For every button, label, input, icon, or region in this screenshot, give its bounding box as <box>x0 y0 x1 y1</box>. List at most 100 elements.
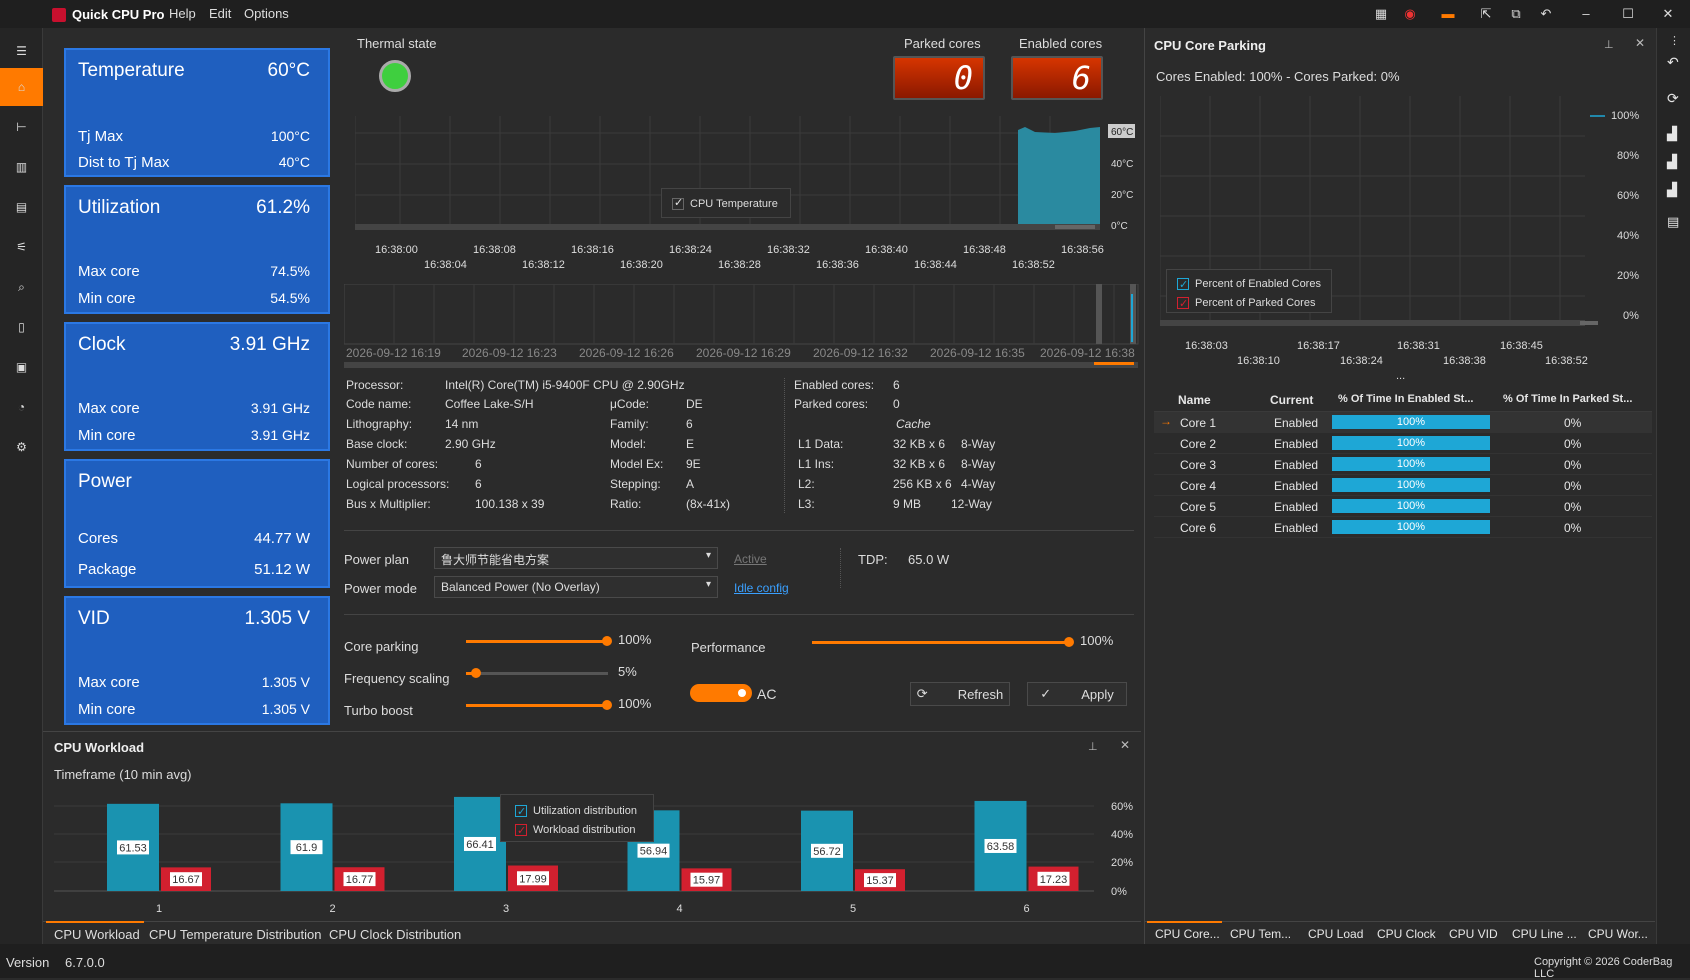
close-icon[interactable]: ✕ <box>1662 6 1674 21</box>
workload-legend[interactable]: Utilization distribution Workload distri… <box>500 794 654 842</box>
layers-icon[interactable]: ▤ <box>15 200 28 214</box>
tab-cpu-workload[interactable]: CPU Workload <box>46 921 144 942</box>
theme-icon[interactable]: ▬ <box>1441 6 1455 21</box>
signal-icon[interactable]: ▟ <box>1667 126 1677 141</box>
hamburger-icon[interactable]: ☰ <box>16 44 27 58</box>
tab-cpu-temp-dist[interactable]: CPU Temperature Distribution <box>149 927 322 942</box>
scroll-thumb[interactable] <box>1580 321 1598 325</box>
parking-legend[interactable]: Percent of Enabled Cores Percent of Park… <box>1166 269 1332 313</box>
undo-icon[interactable]: ↶ <box>1667 54 1679 70</box>
chip-icon[interactable]: ▣ <box>15 360 28 374</box>
legend-checkbox[interactable] <box>1177 276 1189 294</box>
power-mode-select[interactable]: Balanced Power (No Overlay) ▾ <box>434 576 718 598</box>
card-row-value: 3.91 GHz <box>250 400 310 416</box>
signal-icon[interactable]: ▟ <box>1667 182 1677 197</box>
performance-slider[interactable] <box>812 637 1074 647</box>
col-name-header[interactable]: Name <box>1178 393 1211 407</box>
bar-chart-icon[interactable]: ▥ <box>15 160 28 174</box>
export-icon[interactable]: ⇱ <box>1480 6 1492 21</box>
turbo-boost-label: Turbo boost <box>344 703 413 718</box>
slider-thumb[interactable] <box>471 668 481 678</box>
range-handle-left[interactable] <box>1096 284 1102 344</box>
tab-cpu-clock[interactable]: CPU Clock <box>1377 927 1436 941</box>
slider-thumb[interactable] <box>1064 637 1074 647</box>
table-row[interactable]: Core 6 Enabled 100% 0% <box>1154 517 1652 538</box>
legend-checkbox[interactable] <box>672 196 684 210</box>
gauge-icon[interactable]: ◔ <box>17 400 26 414</box>
table-row[interactable]: Core 4 Enabled 100% 0% <box>1154 475 1652 496</box>
tab-cpu-load[interactable]: CPU Load <box>1308 927 1364 941</box>
timeline-label: 2026-09-12 16:35 <box>930 346 1025 360</box>
tab-cpu-workload[interactable]: CPU Wor... <box>1588 927 1648 941</box>
menu-edit[interactable]: Edit <box>209 6 232 21</box>
chart-scrollbar[interactable] <box>355 224 1100 230</box>
info-label: Model: <box>610 437 647 451</box>
more-icon[interactable]: ⋮ <box>1669 35 1680 47</box>
y-tick: 40°C <box>1111 159 1133 170</box>
core-parking-slider[interactable] <box>466 636 612 646</box>
tab-cpu-clock-dist[interactable]: CPU Clock Distribution <box>329 927 462 942</box>
turbo-boost-value: 100% <box>618 696 652 711</box>
enabled-percent-bar: 100% <box>1332 436 1490 450</box>
parking-scrollbar[interactable] <box>1160 320 1585 326</box>
temperature-legend[interactable]: CPU Temperature <box>661 188 791 218</box>
search-doc-icon[interactable]: ⌕ <box>18 279 25 294</box>
menu-options[interactable]: Options <box>244 6 289 21</box>
refresh-button[interactable]: ⟳ Refresh <box>910 682 1010 706</box>
settings-list-icon[interactable]: ⚟ <box>16 240 27 254</box>
slider-thumb[interactable] <box>602 636 612 646</box>
power-plan-select[interactable]: 鲁大师节能省电方案 ▾ <box>434 547 718 569</box>
core-status: Enabled <box>1274 500 1319 514</box>
timeline-scroll-thumb[interactable] <box>1094 362 1134 365</box>
document-icon[interactable]: ▤ <box>1667 214 1680 229</box>
timeline-scrollbar[interactable] <box>344 362 1138 368</box>
sync-icon[interactable]: ⟳ <box>1667 90 1679 106</box>
splitter-handle[interactable]: ... <box>1396 370 1406 382</box>
col-enabled-header[interactable]: % Of Time In Enabled St... <box>1338 393 1474 405</box>
minimize-icon[interactable]: – <box>1582 6 1590 21</box>
temperature-area <box>1018 127 1100 226</box>
temperature-card: Temperature 60°C Tj Max 100°C Dist to Tj… <box>64 48 330 177</box>
screenshot-icon[interactable]: ⧉ <box>1511 6 1521 21</box>
pin-icon[interactable]: ⊥ <box>1088 741 1098 753</box>
menu-help[interactable]: Help <box>169 6 196 21</box>
table-row[interactable]: Core 5 Enabled 100% 0% <box>1154 496 1652 517</box>
table-row[interactable]: Core 2 Enabled 100% 0% <box>1154 433 1652 454</box>
apply-button[interactable]: ✓ Apply <box>1027 682 1127 706</box>
slider-thumb[interactable] <box>602 700 612 710</box>
tdp-label: TDP: <box>858 552 888 567</box>
idle-config-link[interactable]: Idle config <box>734 581 789 595</box>
chart-scroll-thumb[interactable] <box>1055 225 1095 229</box>
legend-checkbox[interactable] <box>515 822 527 840</box>
tab-cpu-vid[interactable]: CPU VID <box>1449 927 1498 941</box>
tab-cpu-line[interactable]: CPU Line ... <box>1512 927 1577 941</box>
left-nav: ☰ ⌂ ⊢ ▥ ▤ ⚟ ⌕ ▯ ▣ ◔ ⚙ <box>0 28 43 944</box>
gear-icon[interactable]: ⚙ <box>16 440 27 454</box>
book-icon[interactable]: ▯ <box>18 320 25 334</box>
table-row[interactable]: Core 3 Enabled 100% 0% <box>1154 454 1652 475</box>
tab-cpu-core-parking[interactable]: CPU Core... <box>1147 921 1222 941</box>
brand-icon[interactable]: ◉ <box>1404 6 1416 21</box>
freq-scaling-slider[interactable] <box>466 668 608 678</box>
pin-icon[interactable]: ⊥ <box>1604 39 1614 51</box>
legend-checkbox[interactable] <box>1177 295 1189 313</box>
close-panel-icon[interactable]: ✕ <box>1635 36 1646 50</box>
home-icon[interactable]: ⌂ <box>0 68 43 106</box>
table-row[interactable]: → Core 1 Enabled 100% 0% <box>1154 412 1652 433</box>
maximize-icon[interactable]: ☐ <box>1622 6 1634 21</box>
grid-icon[interactable]: ▦ <box>1374 6 1388 21</box>
legend-label: Workload distribution <box>533 824 636 836</box>
undo-icon[interactable]: ↶ <box>1540 6 1552 21</box>
tree-icon[interactable]: ⊢ <box>16 120 27 134</box>
tab-cpu-temp[interactable]: CPU Tem... <box>1230 927 1292 941</box>
timeline-navigator[interactable]: 2026-09-12 16:19 2026-09-12 16:23 2026-0… <box>344 284 1142 370</box>
col-current-header[interactable]: Current <box>1270 393 1314 407</box>
signal-icon[interactable]: ▟ <box>1667 154 1677 169</box>
turbo-boost-slider[interactable] <box>466 700 612 710</box>
close-panel-icon[interactable]: ✕ <box>1120 738 1131 752</box>
ac-toggle[interactable] <box>690 684 752 702</box>
col-parked-header[interactable]: % Of Time In Parked St... <box>1503 393 1633 405</box>
legend-checkbox[interactable] <box>515 803 527 821</box>
active-link[interactable]: Active <box>734 552 767 566</box>
enabled-percent-bar: 100% <box>1332 415 1490 429</box>
